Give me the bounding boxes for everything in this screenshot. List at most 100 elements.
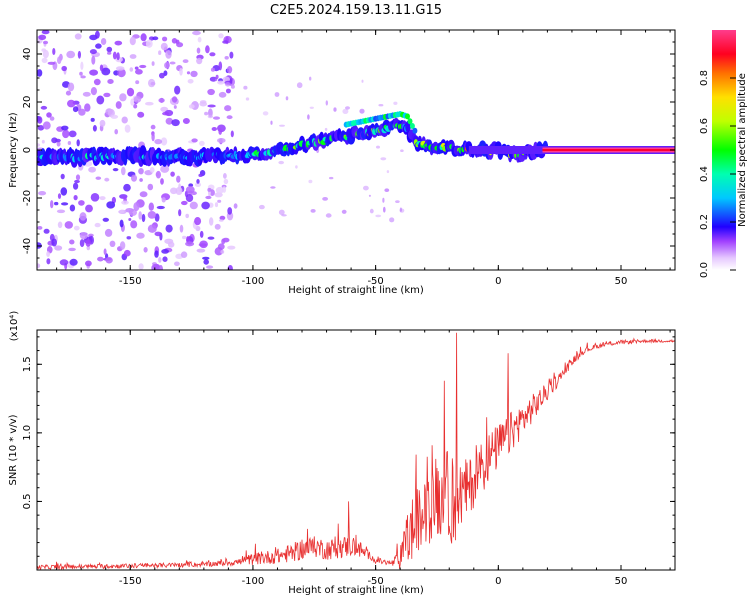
noise-blob [341, 209, 347, 214]
noise-blob [143, 247, 148, 253]
noise-blob [363, 185, 369, 191]
noise-blob [86, 245, 91, 251]
noise-blob [214, 247, 223, 256]
noise-blob [138, 263, 144, 270]
noise-blob [188, 104, 195, 109]
snr-frame [36, 329, 676, 571]
noise-blob [329, 176, 334, 180]
noise-blob [227, 265, 233, 270]
colorbar-gradient [712, 30, 736, 270]
noise-blob [159, 72, 165, 79]
noise-blob [218, 128, 222, 135]
noise-blob [333, 107, 337, 112]
noise-blob [37, 69, 43, 77]
noise-blob [131, 174, 137, 182]
noise-blob [133, 96, 142, 103]
noise-blob [375, 214, 382, 218]
noise-blob [359, 108, 365, 114]
noise-blob [207, 236, 215, 240]
noise-blob [61, 65, 67, 72]
noise-blob [135, 69, 143, 75]
noise-blob [78, 200, 85, 206]
noise-blob [170, 171, 175, 177]
noise-blob [213, 116, 220, 120]
spectrogram-ytick-label: 40 [22, 48, 33, 61]
noise-blob [69, 204, 76, 212]
noise-blob [147, 183, 154, 191]
noise-blob [37, 226, 43, 230]
noise-blob [226, 115, 233, 120]
noise-blob [182, 118, 190, 124]
noise-blob [222, 40, 229, 44]
noise-blob [203, 259, 209, 265]
noise-blob [41, 30, 50, 35]
noise-blob [147, 211, 157, 219]
noise-blob [73, 182, 79, 190]
noise-blob [130, 220, 138, 229]
spectrogram-xtick-label: -100 [242, 276, 265, 287]
noise-blob [160, 106, 169, 112]
noise-blob [325, 213, 332, 218]
snr-xtick-label: -150 [119, 576, 142, 587]
noise-blob [262, 111, 269, 116]
noise-blob [147, 224, 157, 233]
noise-blob [194, 182, 202, 187]
noise-blob [79, 239, 85, 248]
noise-blob [60, 173, 65, 180]
snr-xtick-label: 0 [495, 576, 501, 587]
noise-blob [169, 61, 176, 65]
noise-blob [103, 248, 107, 255]
noise-blob [187, 79, 194, 84]
noise-blob [270, 186, 276, 189]
spectrogram-ytick-label: 20 [22, 96, 33, 109]
noise-blob [42, 121, 51, 130]
noise-blob [96, 95, 105, 105]
noise-blob [162, 111, 170, 116]
noise-blob [123, 249, 131, 257]
noise-blob [278, 160, 285, 165]
noise-blob [224, 105, 232, 112]
noise-blob [112, 51, 117, 60]
noise-blob [112, 168, 119, 172]
noise-blob [279, 124, 285, 127]
noise-blob [73, 225, 80, 231]
noise-blob [51, 238, 57, 247]
noise-blob [322, 197, 328, 201]
noise-blob [115, 101, 122, 109]
snr-xtick-label: -50 [367, 576, 383, 587]
snr-ytick-label: 0.5 [22, 493, 33, 509]
noise-blob [85, 204, 93, 213]
snr-scale-label: (x10⁴) [9, 311, 20, 342]
noise-blob [121, 116, 128, 124]
noise-blob [68, 130, 77, 138]
ridge-branch [409, 123, 415, 129]
noise-blob [65, 90, 72, 96]
noise-blob [158, 50, 162, 55]
noise-blob [135, 80, 140, 85]
noise-blob [210, 67, 216, 72]
ridge-branch [412, 127, 418, 134]
noise-blob [308, 179, 313, 184]
noise-blob [114, 129, 118, 135]
noise-blob [307, 114, 310, 120]
noise-blob [185, 241, 195, 247]
noise-blob [37, 116, 43, 124]
noise-blob [60, 187, 68, 196]
noise-blob [41, 139, 45, 144]
noise-blob [209, 217, 214, 226]
noise-blob [102, 217, 110, 222]
noise-blob [174, 261, 180, 267]
noise-blob [180, 251, 188, 258]
noise-blob [162, 36, 168, 42]
snr-series-line [37, 332, 675, 570]
noise-blob [38, 34, 47, 40]
noise-blob [179, 224, 184, 233]
noise-blob [138, 211, 142, 220]
noise-blob [158, 257, 162, 263]
noise-blob [103, 92, 111, 98]
noise-blob [79, 232, 88, 240]
noise-blob [67, 82, 75, 92]
noise-blob [104, 177, 110, 182]
noise-blob [219, 215, 226, 221]
